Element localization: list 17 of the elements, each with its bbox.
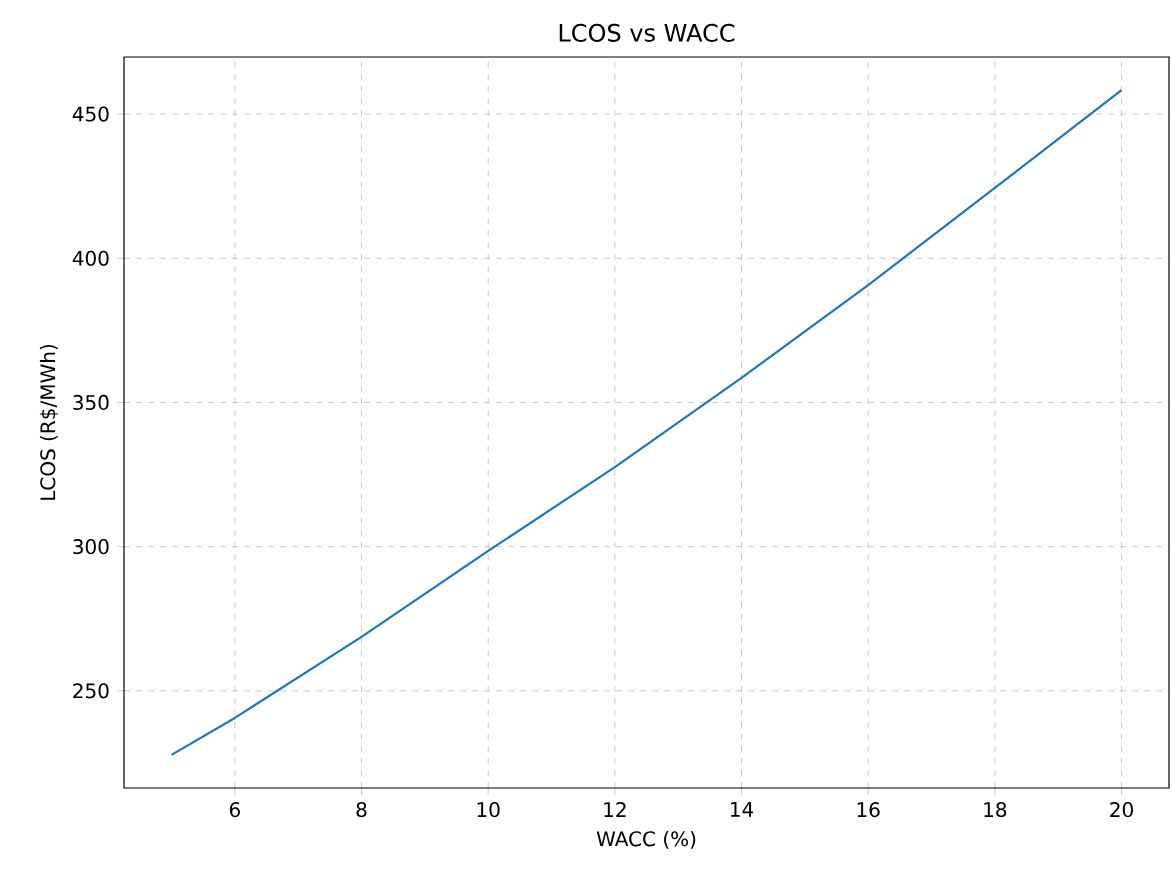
- x-tick-label: 16: [857, 802, 880, 818]
- y-axis-title: LCOS (R$/MWh): [39, 344, 59, 500]
- x-tick-label: 6: [229, 802, 240, 818]
- y-tick-label: 250: [73, 683, 109, 699]
- x-tick-label: 10: [477, 802, 500, 818]
- y-tick-label: 300: [73, 539, 109, 555]
- x-tick-label: 12: [604, 802, 626, 817]
- x-axis-title: WACC (%): [596, 830, 696, 849]
- x-tick-label: 8: [356, 802, 367, 818]
- x-tick-label: 18: [984, 802, 1007, 818]
- y-tick-label: 350: [73, 394, 109, 411]
- y-tick-label: 450: [72, 106, 109, 122]
- x-tick-label: 14: [730, 802, 754, 817]
- y-tick-label: 400: [72, 250, 109, 266]
- chart-title: LCOS vs WACC: [559, 23, 735, 42]
- x-tick-label: 20: [1110, 802, 1133, 818]
- line-series: [170, 89, 1123, 756]
